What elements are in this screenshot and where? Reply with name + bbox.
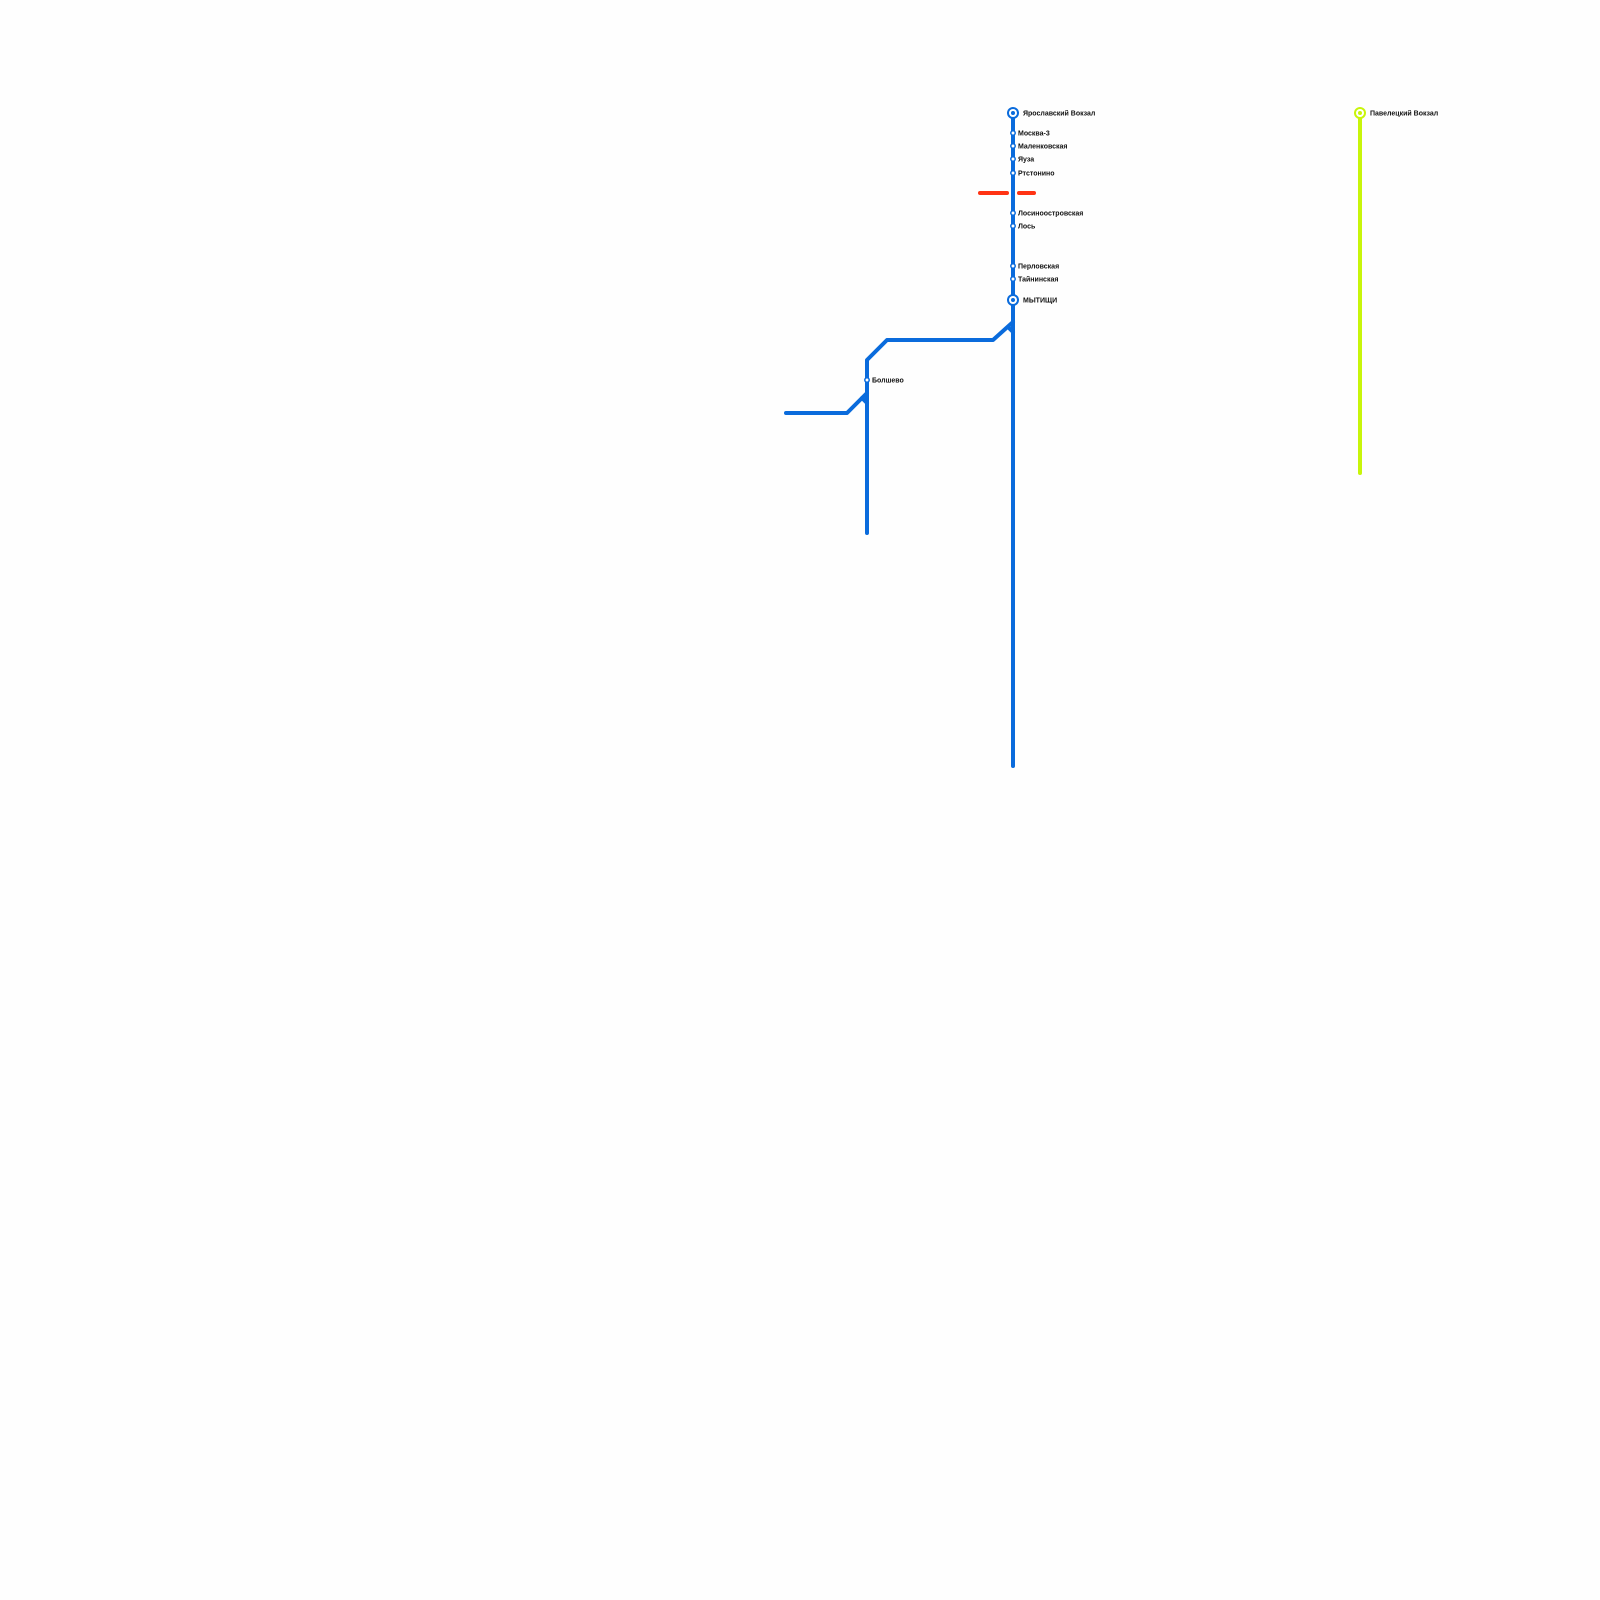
interchange-dot [1011,298,1015,302]
station[interactable]: Тайнинская [1010,276,1059,284]
station-label: Лосиноостровская [1018,211,1083,218]
station-label: Яуза [1018,157,1034,164]
station-label: Ртстонино [1018,171,1055,178]
station-label: Тайнинская [1018,276,1058,284]
station-marker[interactable] [1010,143,1016,149]
station-label: Маленковская [1018,144,1067,151]
station-marker[interactable] [1010,170,1016,176]
station[interactable]: Маленковская [1010,143,1068,151]
interchange-dot [1011,111,1015,115]
blue-junction-1-route [1006,325,1015,334]
station[interactable]: Перловская [1010,263,1059,271]
station-label: Ярославский Вокзал [1023,110,1095,118]
station[interactable]: Павелецкий Вокзал [1354,107,1438,119]
station-marker[interactable] [864,377,870,383]
station[interactable]: МЫТИЩИ [1007,294,1057,306]
station-marker[interactable] [1010,276,1016,282]
station[interactable]: Ярославский Вокзал [1007,107,1095,119]
station-marker[interactable] [1010,223,1016,229]
station-label: Лось [1018,224,1036,231]
station-label: Болшево [872,378,904,385]
station-label: МЫТИЩИ [1023,298,1057,305]
station[interactable]: Лось [1010,223,1036,231]
blue-junction-2-route [860,396,869,405]
station[interactable]: Ртстонино [1010,170,1055,178]
station[interactable]: Москва-3 [1010,130,1050,138]
station[interactable]: Болшево [864,377,904,385]
blue-branch-west-route [784,391,869,415]
station[interactable]: Яуза [1010,156,1034,164]
station-label: Москва-3 [1018,131,1050,138]
station-label: Перловская [1018,264,1059,271]
station[interactable]: Лосиноостровская [1010,210,1084,218]
station-marker[interactable] [1010,210,1016,216]
station-label: Павелецкий Вокзал [1370,110,1438,118]
station-marker[interactable] [1010,130,1016,136]
blue-branch-east-route [865,320,1015,535]
interchange-dot [1358,111,1362,115]
station-marker[interactable] [1010,263,1016,269]
station-marker[interactable] [1010,156,1016,162]
